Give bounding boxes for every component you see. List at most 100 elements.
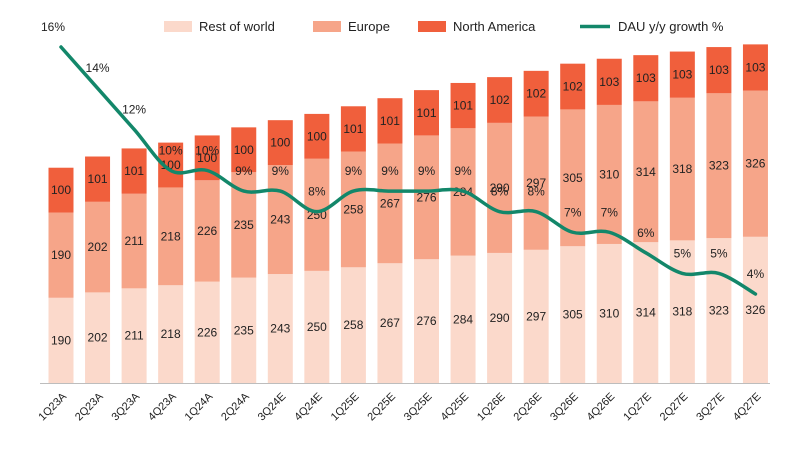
- bar-value-label: 284: [453, 312, 473, 326]
- bar-value-label: 314: [636, 165, 656, 179]
- x-tick-label: 1Q26E: [475, 391, 508, 424]
- bar-rest-of-world: [450, 255, 476, 383]
- bar-value-label: 235: [234, 218, 254, 232]
- bar-value-label: 190: [51, 248, 71, 262]
- bar-value-label: 305: [563, 308, 583, 322]
- x-tick-label: 2Q26E: [512, 391, 545, 424]
- x-tick-label: 1Q25E: [329, 391, 362, 424]
- bar-value-label: 190: [51, 333, 71, 347]
- bar-rest-of-world: [596, 243, 622, 383]
- bar-europe: [158, 187, 184, 286]
- bar-rest-of-world: [304, 270, 330, 383]
- bar-value-label: 101: [343, 122, 363, 136]
- x-tick-label: 3Q25E: [402, 391, 435, 424]
- legend-swatch-rest-of-world: [164, 21, 192, 32]
- x-tick-label: 4Q24E: [292, 391, 325, 424]
- bar-north-america: [340, 106, 366, 152]
- bar-rest-of-world: [158, 285, 184, 383]
- growth-value-label: 7%: [564, 205, 582, 219]
- bar-europe: [85, 201, 111, 293]
- growth-value-label: 9%: [454, 164, 472, 178]
- bar-europe: [304, 158, 330, 271]
- growth-line-path: [59, 45, 758, 296]
- bar-europe: [267, 165, 293, 275]
- bar-north-america: [596, 58, 622, 105]
- bar-europe: [523, 116, 549, 250]
- bar-europe: [121, 193, 147, 289]
- bar-north-america: [523, 70, 549, 117]
- bar-europe: [633, 101, 659, 243]
- bar-north-america: [304, 113, 330, 159]
- bar-rest-of-world: [487, 252, 513, 383]
- growth-value-label: 9%: [235, 164, 253, 178]
- bar-rest-of-world: [340, 267, 366, 383]
- x-tick-label: 4Q26E: [585, 391, 618, 424]
- bar-value-label: 326: [745, 303, 765, 317]
- growth-value-label: 5%: [710, 246, 728, 260]
- bar-value-label: 297: [526, 309, 546, 323]
- growth-value-label: 9%: [272, 164, 290, 178]
- bar-value-label: 290: [490, 311, 510, 325]
- bar-north-america: [414, 90, 439, 136]
- growth-value-label: 7%: [601, 205, 619, 219]
- bar-value-label: 103: [636, 71, 656, 85]
- bar-value-label: 103: [709, 63, 729, 77]
- bar-north-america: [231, 127, 257, 173]
- bar-value-label: 100: [270, 136, 290, 150]
- bar-value-label: 100: [307, 129, 327, 143]
- bar-value-label: 102: [563, 80, 583, 94]
- bar-value-label: 310: [599, 306, 619, 320]
- growth-value-label: 4%: [747, 267, 765, 281]
- growth-value-label: 12%: [122, 102, 146, 116]
- bar-europe: [48, 212, 74, 298]
- growth-value-label: 8%: [527, 185, 545, 199]
- growth-value-label: 10%: [195, 144, 219, 158]
- legend-label-rest-of-world: Rest of world: [199, 19, 275, 34]
- bar-value-label: 101: [124, 164, 144, 178]
- x-tick-label: 3Q26E: [548, 391, 581, 424]
- x-tick-label: 4Q23A: [146, 390, 179, 423]
- bar-north-america: [267, 120, 293, 166]
- legend-label-europe: Europe: [348, 19, 390, 34]
- bar-value-label: 103: [599, 75, 619, 89]
- bar-value-label: 226: [197, 325, 217, 339]
- bar-value-label: 235: [234, 323, 254, 337]
- bar-value-label: 101: [380, 114, 400, 128]
- bar-value-label: 318: [672, 305, 692, 319]
- growth-value-label: 10%: [159, 144, 183, 158]
- bar-value-label: 202: [88, 240, 108, 254]
- growth-labels: 16% 14% 12% 10% 10% 9% 9% 8% 9% 9% 9% 9% 8% 8% 7% 7% 6% 5…: [41, 20, 764, 281]
- bar-rest-of-world: [669, 240, 695, 383]
- bar-rest-of-world: [560, 246, 586, 383]
- bar-rest-of-world: [194, 281, 220, 383]
- bar-value-label: 243: [270, 322, 290, 336]
- bar-labels: 190 190 100 202 202 101 211 211 101 218 218 100 226 2…: [51, 60, 766, 347]
- bar-europe: [340, 151, 366, 268]
- bar-value-label: 305: [563, 171, 583, 185]
- bar-rest-of-world: [121, 288, 147, 383]
- bar-value-label: 100: [197, 151, 217, 165]
- bar-north-america: [85, 156, 111, 202]
- bar-value-label: 211: [125, 329, 144, 343]
- bar-value-label: 101: [416, 106, 436, 120]
- bar-value-label: 258: [343, 202, 363, 216]
- bar-value-label: 211: [125, 234, 144, 248]
- x-tick-label: 1Q24A: [183, 390, 216, 423]
- x-tick-label: 2Q27E: [658, 391, 691, 424]
- x-axis: 1Q23A 2Q23A 3Q23A 4Q23A 1Q24A 2Q24A 3Q24E 4Q24E…: [36, 383, 770, 424]
- bar-value-label: 243: [270, 213, 290, 227]
- x-tick-label: 4Q27E: [731, 391, 764, 424]
- bar-europe: [706, 93, 732, 239]
- legend-swatch-north-america: [418, 21, 446, 32]
- bar-value-label: 218: [161, 229, 181, 243]
- bar-value-label: 318: [672, 162, 692, 176]
- bar-europe: [414, 135, 439, 260]
- bar-value-label: 101: [453, 99, 473, 113]
- growth-value-label: 5%: [674, 246, 692, 260]
- bar-value-label: 103: [745, 60, 765, 74]
- bar-rest-of-world: [414, 259, 439, 383]
- legend: Rest of world Europe North America DAU y/y …: [164, 19, 724, 34]
- bar-rest-of-world: [231, 277, 257, 383]
